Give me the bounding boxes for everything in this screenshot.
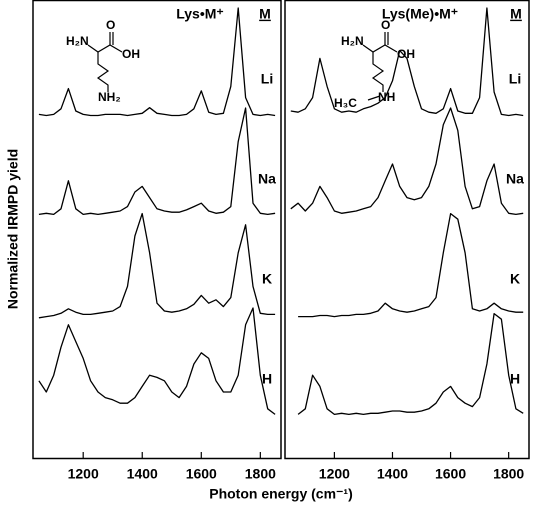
spectrum-line (39, 214, 275, 318)
x-tick-label: 1800 (493, 466, 524, 482)
x-tick-label: 1400 (377, 466, 408, 482)
spectrum-line (39, 8, 275, 116)
x-tick-label: 1400 (127, 466, 158, 482)
series-label: K (262, 271, 272, 287)
spectrum-line (298, 314, 523, 415)
atom-label: OH (122, 47, 140, 61)
x-tick-label: 1800 (245, 466, 276, 482)
series-label: Li (509, 71, 521, 87)
x-tick-label: 1600 (435, 466, 466, 482)
y-axis-label: Normalized IRMPD yield (5, 149, 21, 309)
atom-label: NH (378, 90, 395, 104)
series-label: Na (506, 171, 524, 187)
series-label: K (510, 271, 520, 287)
panel-title: Lys(Me)•M⁺ (382, 6, 458, 22)
atom-label: H₃C (334, 96, 357, 110)
x-axis-label: Photon energy (cm⁻¹) (209, 486, 353, 502)
spectrum-line (291, 8, 523, 116)
spectrum-line (39, 308, 275, 414)
lys-structure (88, 32, 122, 92)
series-label: Na (258, 171, 276, 187)
series-label: H (262, 371, 272, 387)
x-tick-label: 1200 (319, 466, 350, 482)
x-tick-label: 1200 (68, 466, 99, 482)
atom-label: H₂N (66, 34, 89, 48)
series-label: H (510, 371, 520, 387)
atom-label: H₂N (341, 34, 364, 48)
atom-label: O (106, 18, 115, 32)
series-label: Li (261, 71, 273, 87)
atom-label: OH (397, 47, 415, 61)
legend-header: M (259, 6, 271, 22)
spectrum-line (291, 108, 523, 214)
spectrum-line (39, 108, 275, 214)
panel-title: Lys•M⁺ (176, 6, 224, 22)
atom-label: NH₂ (98, 90, 121, 104)
spectrum-line (298, 214, 523, 317)
legend-header: M (510, 6, 522, 22)
x-tick-label: 1600 (186, 466, 217, 482)
